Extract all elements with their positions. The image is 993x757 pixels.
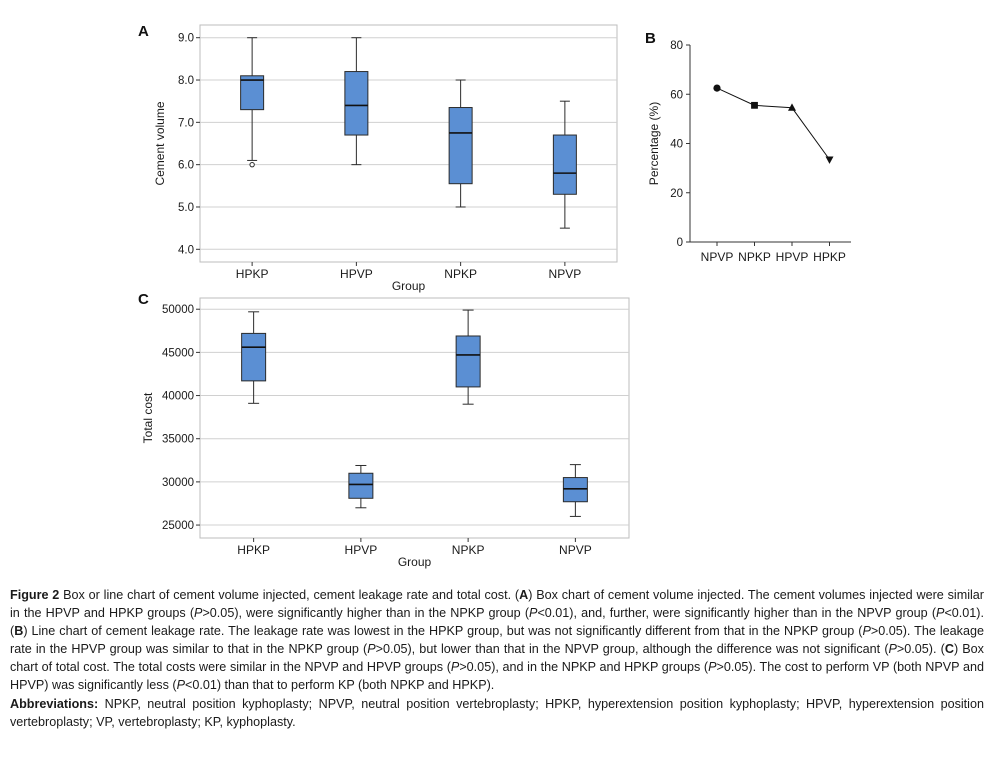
figure-2: A 4.0 5.0 6.0 7.0 8.0 9.0 HPKP HPVP NPKP NPVP Grou… xyxy=(138,23,851,569)
y-tick-label: 30000 xyxy=(162,477,194,489)
y-tick-label: 6.0 xyxy=(178,160,194,172)
x-tick-label: NPKP xyxy=(452,543,485,557)
y-tick-label: 9.0 xyxy=(178,33,194,45)
y-tick-label: 40 xyxy=(670,139,683,151)
box-npkp xyxy=(455,335,481,388)
y-tick-label: 45000 xyxy=(162,347,194,359)
panel-c-label: C xyxy=(138,291,149,308)
panel-a-label: A xyxy=(138,23,149,40)
point-npkp xyxy=(751,101,758,109)
box-hpvp xyxy=(348,472,374,499)
abbreviations-label: Abbreviations: xyxy=(10,696,99,711)
box-npvp xyxy=(552,134,577,195)
x-axis-title: Group xyxy=(398,555,432,569)
x-tick-label: HPVP xyxy=(345,543,378,557)
plot-frame xyxy=(199,297,630,539)
y-tick-label: 60 xyxy=(670,89,683,101)
y-tick-label: 20 xyxy=(670,188,683,200)
x-tick-label: HPKP xyxy=(237,543,270,557)
box-npkp xyxy=(448,107,473,185)
y-tick-label: 5.0 xyxy=(178,202,194,214)
box-hpkp xyxy=(241,332,267,382)
y-tick-label: 25000 xyxy=(162,520,194,532)
x-tick-label: HPKP xyxy=(236,267,269,281)
point-hpkp xyxy=(825,156,834,164)
y-axis-title: Percentage (%) xyxy=(647,102,661,185)
panel-c-total-cost-chart: C 25000 30000 35000 40000 45000 50000 HPKP HPVP… xyxy=(138,291,630,569)
y-tick-label: 40000 xyxy=(162,391,194,403)
panel-b-label: B xyxy=(645,30,656,47)
panel-a-cement-volume-chart: A 4.0 5.0 6.0 7.0 8.0 9.0 HPKP HPVP NPKP NPVP Grou… xyxy=(138,23,618,293)
y-tick-label: 7.0 xyxy=(178,117,194,129)
box-hpvp xyxy=(344,71,369,136)
box-npvp xyxy=(562,477,588,503)
series-line xyxy=(716,87,830,160)
y-tick-label: 50000 xyxy=(162,304,194,316)
y-axis-title: Total cost xyxy=(141,392,155,443)
x-tick-label: NPKP xyxy=(738,250,771,264)
x-tick-label: HPVP xyxy=(776,250,809,264)
x-tick-label: HPVP xyxy=(340,267,373,281)
figure-label: Figure 2 xyxy=(10,588,60,602)
y-tick-label: 0 xyxy=(677,237,683,249)
x-axis-title: Group xyxy=(392,279,426,293)
figure-caption: Figure 2 Box or line chart of cement vol… xyxy=(10,586,984,731)
y-tick-label: 8.0 xyxy=(178,75,194,87)
x-tick-label: HPKP xyxy=(813,250,846,264)
abbreviations-paragraph: Abbreviations: NPKP, neutral position ky… xyxy=(10,696,984,729)
x-tick-label: NPVP xyxy=(559,543,592,557)
x-tick-label: NPKP xyxy=(444,267,477,281)
plot-frame xyxy=(199,24,618,263)
point-hpvp xyxy=(788,103,796,111)
box-hpkp xyxy=(240,75,265,111)
outlier-point xyxy=(249,161,255,168)
y-tick-label: 80 xyxy=(670,40,683,52)
point-npvp xyxy=(713,84,721,92)
x-tick-label: NPVP xyxy=(549,267,582,281)
x-tick-label: NPVP xyxy=(701,250,734,264)
panel-b-leakage-rate-chart: B 0 20 40 60 80 NPVP NPKP HPVP HPKP Percentage (%… xyxy=(645,30,851,264)
y-tick-label: 35000 xyxy=(162,434,194,446)
caption-paragraph: Figure 2 Box or line chart of cement vol… xyxy=(10,588,985,693)
y-axis-title: Cement volume xyxy=(153,101,167,185)
y-tick-label: 4.0 xyxy=(178,244,194,256)
